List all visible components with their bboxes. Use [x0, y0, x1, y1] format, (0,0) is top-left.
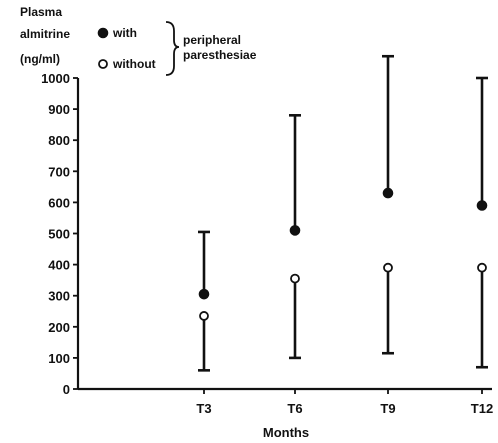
x-ticks: T3 T6 T9 T12 [196, 389, 493, 416]
legend-label-without: without [112, 57, 156, 71]
data-point-without [290, 273, 300, 284]
legend-label-with: with [112, 26, 137, 40]
legend-marker-without [98, 59, 108, 69]
y-axis-title-line-3: (ng/ml) [20, 52, 60, 66]
y-tick-label: 400 [48, 258, 70, 273]
x-tick-label: T9 [380, 401, 395, 416]
y-axis-title-line-1: Plasma [20, 5, 62, 19]
data-point-without [199, 311, 209, 321]
data-point-with [289, 225, 301, 236]
x-axis-title: Months [263, 425, 309, 440]
x-tick-label: T6 [287, 401, 302, 416]
legend-group-label-line-2: paresthesiae [183, 48, 257, 62]
y-tick-label: 500 [48, 227, 70, 242]
y-tick-label: 300 [48, 289, 70, 304]
legend-group-label-line-1: peripheral [183, 33, 241, 47]
legend-brace [165, 21, 180, 76]
series-layer [198, 54, 488, 372]
y-tick-label: 600 [48, 195, 70, 210]
y-tick-label: 200 [48, 320, 70, 335]
y-axis-title-line-2: almitrine [20, 27, 70, 41]
y-tick-label: 900 [48, 102, 70, 117]
data-point-with [476, 200, 488, 211]
y-tick-label: 800 [48, 133, 70, 148]
y-tick-label: 1000 [41, 71, 70, 86]
y-ticks: 0 100 200 300 400 500 600 700 800 900 1000 [41, 71, 78, 397]
x-tick-label: T3 [196, 401, 211, 416]
data-point-without [383, 262, 393, 273]
legend-marker-with [97, 27, 109, 39]
y-tick-label: 700 [48, 164, 70, 179]
y-tick-label: 0 [63, 382, 70, 397]
x-tick-label: T12 [471, 401, 493, 416]
data-point-with [198, 288, 210, 300]
data-point-without [477, 262, 487, 273]
data-point-with [382, 187, 394, 199]
y-tick-label: 100 [48, 351, 70, 366]
